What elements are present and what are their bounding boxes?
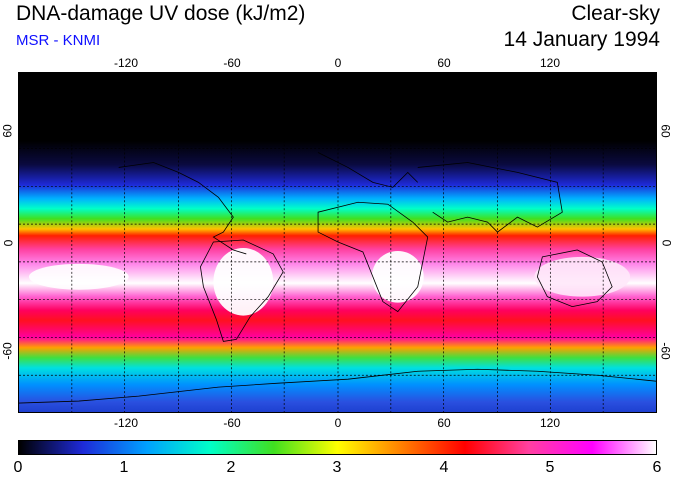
colorbar-label-2: 2 — [226, 459, 236, 476]
lat-tick-left-1: 60 — [0, 124, 15, 138]
lon-tick-bottom-5: 120 — [539, 416, 561, 430]
colorbar-label-1: 1 — [119, 459, 129, 476]
high-dose-patch-south-america — [213, 247, 274, 316]
south-america-outline — [200, 239, 284, 342]
sky-condition: Clear-sky — [571, 2, 660, 25]
uv-dose-map — [18, 72, 657, 413]
africa-outline — [317, 201, 429, 313]
page-title: DNA-damage UV dose (kJ/m2) — [16, 2, 306, 25]
antarctica-outline — [19, 368, 656, 404]
north-america-outline — [118, 162, 247, 255]
lon-tick-bottom-4: 60 — [437, 416, 451, 430]
lon-tick-bottom-2: -60 — [223, 416, 241, 430]
colorbar-label-5: 5 — [545, 459, 555, 476]
lon-tick-top-5: 120 — [539, 56, 561, 70]
high-dose-patch-australia — [534, 256, 631, 297]
colorbar-label-0: 0 — [13, 459, 23, 476]
uv-dose-field — [19, 73, 656, 412]
colorbar — [18, 440, 657, 455]
lon-tick-bottom-1: -120 — [113, 416, 139, 430]
europe-outline — [317, 152, 419, 188]
lat-tick-right-3: -60 — [658, 342, 673, 360]
subtitle: MSR - KNMI — [16, 32, 101, 49]
colorbar-label-3: 3 — [332, 459, 342, 476]
asia-outline — [417, 162, 563, 233]
lon-tick-top-1: -120 — [113, 56, 139, 70]
lat-tick-left-2: 0 — [1, 239, 16, 247]
australia-outline — [536, 249, 613, 308]
lat-tick-right-2: 0 — [659, 239, 674, 247]
colorbar-label-6: 6 — [652, 459, 662, 476]
high-dose-patch-africa — [371, 250, 424, 303]
lon-tick-top-4: 60 — [437, 56, 451, 70]
lon-tick-top-2: -60 — [223, 56, 241, 70]
date-label: 14 January 1994 — [503, 28, 660, 51]
map-canvas — [19, 73, 656, 412]
colorbar-label-4: 4 — [439, 459, 449, 476]
lon-tick-bottom-3: 0 — [334, 416, 342, 430]
high-dose-patch-pacific — [28, 263, 129, 290]
lat-tick-left-3: -60 — [0, 342, 15, 360]
lat-tick-right-1: 60 — [658, 124, 673, 138]
lon-tick-top-3: 0 — [334, 56, 342, 70]
